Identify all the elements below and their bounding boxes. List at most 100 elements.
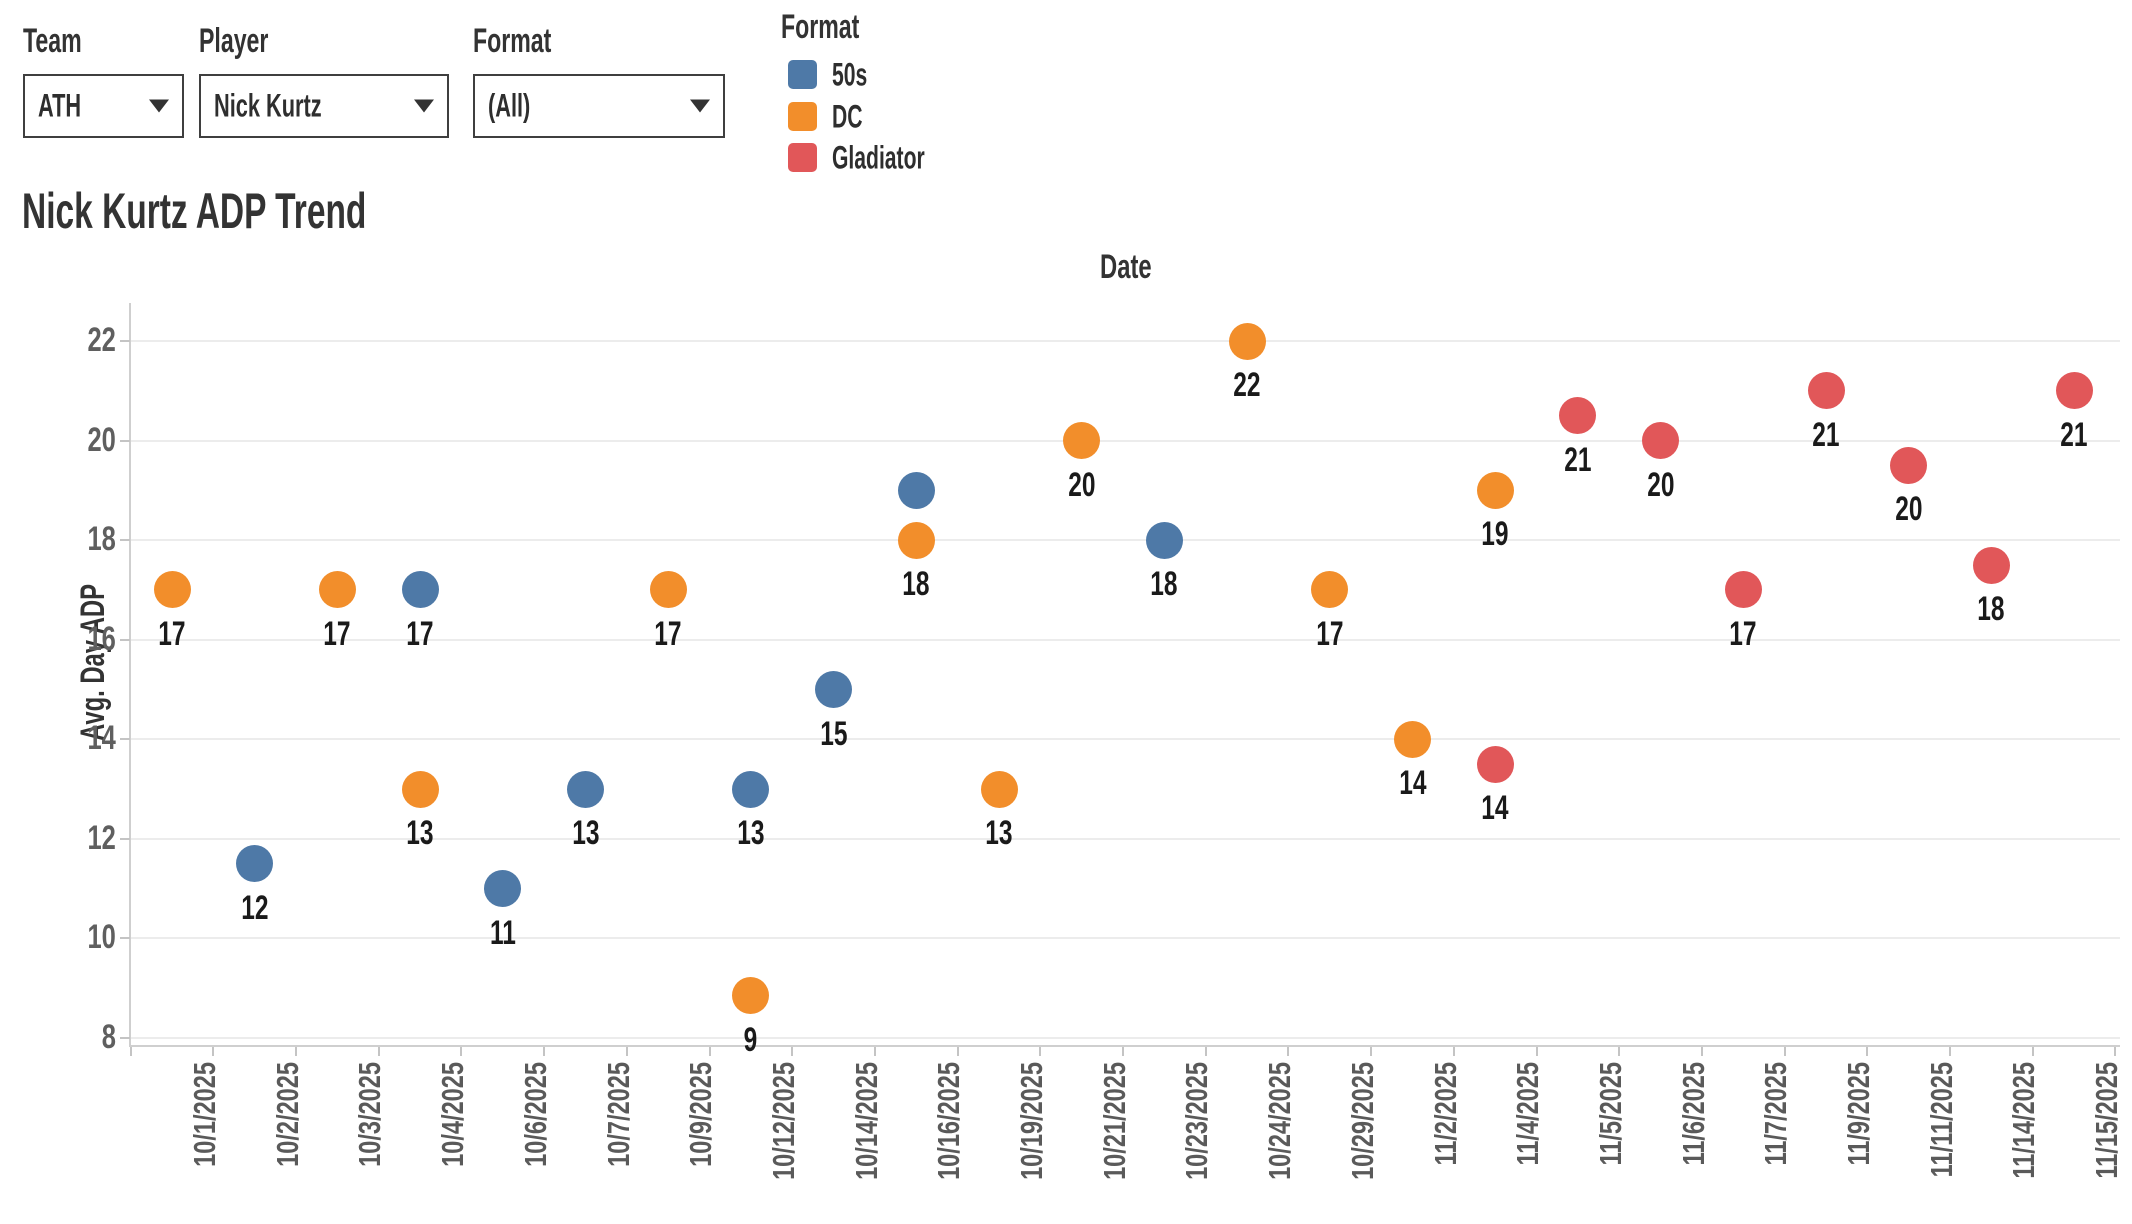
data-point[interactable]: [1890, 446, 1928, 484]
data-point-label: 20: [1895, 490, 1923, 529]
legend-title: Format: [781, 8, 860, 46]
x-axis-label: 10/29/2025: [1344, 1062, 1380, 1180]
data-point[interactable]: [153, 571, 191, 609]
data-point-label: 17: [1316, 614, 1344, 653]
gridline: [131, 738, 2120, 741]
data-point[interactable]: [980, 770, 1018, 808]
data-point-label: 22: [1233, 366, 1261, 404]
gridline: [131, 340, 2120, 342]
data-point[interactable]: [1476, 745, 1514, 783]
data-point[interactable]: [401, 571, 439, 609]
x-axis-label: 10/19/2025: [1014, 1062, 1049, 1180]
data-point[interactable]: [1972, 546, 2010, 584]
team-filter-label: Team: [23, 22, 82, 60]
player-dropdown[interactable]: Nick Kurtz: [199, 74, 449, 138]
y-axis-tick: [120, 1037, 130, 1039]
data-point-label: 9: [744, 1020, 758, 1059]
data-point[interactable]: [1145, 521, 1183, 559]
format-dropdown[interactable]: (All): [473, 74, 725, 138]
data-point[interactable]: [732, 977, 770, 1015]
data-point-label: 20: [1068, 465, 1096, 504]
x-axis-tick: [295, 1047, 298, 1056]
data-point[interactable]: [1724, 571, 1762, 609]
x-axis-label: 11/6/2025: [1675, 1062, 1711, 1166]
y-axis-tick: [120, 439, 130, 442]
data-point-label: 17: [158, 614, 186, 653]
team-dropdown-value: ATH: [38, 87, 82, 124]
data-point[interactable]: [484, 870, 522, 908]
x-axis-label: 11/7/2025: [1758, 1062, 1794, 1166]
data-point[interactable]: [1311, 571, 1349, 609]
x-axis-tick: [2031, 1047, 2034, 1056]
y-axis-line: [129, 303, 131, 1047]
x-axis-label: 11/9/2025: [1841, 1062, 1876, 1166]
data-point-label: 18: [902, 565, 930, 604]
legend-item-label: DC: [832, 98, 863, 135]
data-point-label: 21: [2060, 415, 2088, 454]
data-point[interactable]: [897, 471, 935, 509]
x-axis-tick: [212, 1047, 215, 1056]
x-axis-tick: [1618, 1047, 1621, 1056]
y-axis-label: 12: [87, 818, 116, 857]
team-dropdown[interactable]: ATH: [23, 74, 184, 138]
data-point[interactable]: [815, 671, 853, 708]
data-point[interactable]: [567, 770, 604, 808]
data-point-label: 14: [1398, 764, 1427, 803]
data-point[interactable]: [1228, 322, 1266, 360]
legend-swatch: [788, 101, 817, 131]
y-axis-label: 20: [87, 420, 116, 459]
data-point[interactable]: [1559, 397, 1597, 435]
x-axis-label: 10/3/2025: [352, 1062, 388, 1167]
data-point[interactable]: [2055, 372, 2093, 410]
data-point-label: 20: [1646, 465, 1675, 504]
data-point[interactable]: [1063, 422, 1101, 460]
x-axis-label: 10/7/2025: [600, 1062, 636, 1167]
x-axis-label: 10/24/2025: [1262, 1062, 1298, 1180]
data-point[interactable]: [1807, 372, 1845, 410]
x-axis-tick: [1535, 1047, 1538, 1056]
x-axis-tick: [1949, 1047, 1952, 1056]
y-axis-tick: [120, 539, 130, 542]
legend-item-label: Gladiator: [832, 139, 925, 176]
x-axis-tick: [1039, 1047, 1042, 1056]
data-point[interactable]: [649, 571, 687, 609]
y-axis-label: 18: [87, 520, 116, 559]
x-axis-label: 10/23/2025: [1179, 1062, 1215, 1180]
data-point[interactable]: [401, 770, 439, 808]
data-point-label: 13: [406, 814, 434, 853]
y-axis-label: 16: [87, 619, 116, 658]
data-point[interactable]: [897, 521, 935, 559]
x-axis-tick: [460, 1047, 463, 1056]
x-axis-label: 11/5/2025: [1592, 1062, 1628, 1166]
data-point-label: 21: [1812, 415, 1840, 454]
y-axis-title: Avg. Day ADP: [74, 584, 112, 741]
x-axis-label: 11/15/2025: [2089, 1062, 2125, 1179]
x-axis-label: 10/4/2025: [435, 1062, 471, 1167]
gridline: [131, 937, 2120, 940]
data-point[interactable]: [318, 571, 356, 609]
x-axis-tick: [1452, 1047, 1455, 1056]
data-point[interactable]: [732, 770, 770, 808]
data-point-label: 18: [1150, 565, 1179, 604]
x-axis-tick: [873, 1047, 876, 1056]
gridline: [131, 439, 2120, 442]
x-axis-tick: [1783, 1047, 1786, 1056]
player-dropdown-value: Nick Kurtz: [214, 87, 322, 124]
legend-swatch: [788, 143, 817, 173]
data-point-label: 11: [489, 913, 516, 952]
data-point[interactable]: [1476, 471, 1514, 509]
data-point-label: 13: [571, 814, 600, 853]
x-axis-label: 10/6/2025: [517, 1062, 553, 1167]
data-point[interactable]: [236, 845, 274, 883]
gridline: [131, 539, 2120, 542]
x-axis-tick: [1370, 1047, 1373, 1056]
x-axis-label: 10/12/2025: [765, 1062, 801, 1180]
legend-item-label: 50s: [832, 56, 868, 93]
x-axis-tick: [1204, 1047, 1207, 1056]
data-point[interactable]: [1394, 720, 1431, 758]
x-axis-label: 11/4/2025: [1510, 1062, 1546, 1166]
data-point[interactable]: [1642, 422, 1680, 460]
x-axis-tick: [956, 1047, 959, 1056]
x-axis-label: 10/9/2025: [683, 1062, 719, 1167]
gridline: [131, 1037, 2120, 1039]
